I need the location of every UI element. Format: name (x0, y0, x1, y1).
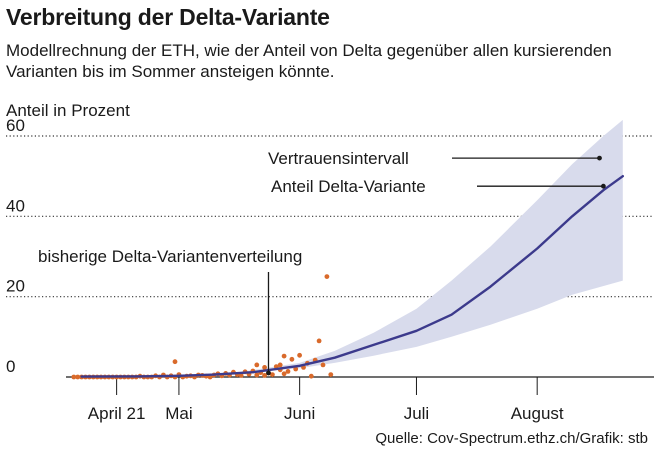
source-note: Quelle: Cov-Spectrum.ethz.ch/Grafik: stb (375, 430, 648, 447)
scatter-point (328, 372, 334, 377)
scatter-point (285, 369, 291, 374)
scatter-point (75, 374, 81, 380)
y-axis-label: Anteil in Prozent (6, 101, 130, 120)
annotation-label-delta-share: Anteil Delta-Variante (271, 177, 426, 196)
annotation-dot-observed (266, 370, 271, 376)
scatter-points (71, 274, 334, 380)
scatter-point (254, 362, 260, 368)
tick-labels: 0 20 40 60 April 21 Mai Juni Juli August (6, 116, 564, 423)
scatter-point (281, 353, 287, 359)
scatter-point (320, 362, 326, 368)
scatter-point (262, 373, 267, 378)
scatter-point (293, 366, 299, 372)
scatter-point (262, 365, 267, 370)
scatter-point (270, 372, 275, 377)
x-tick-label: Mai (165, 404, 192, 423)
annotation-label-observed: bisherige Delta-Variantenverteilung (38, 247, 302, 266)
scatter-point (324, 274, 330, 279)
x-tick-label: Juni (284, 404, 315, 423)
delta-share-line (80, 174, 624, 378)
x-tick-label: Juli (404, 404, 430, 423)
x-tick-label: April 21 (88, 404, 146, 423)
scatter-point (297, 352, 302, 358)
annotation-dot-confidence (597, 155, 602, 161)
delta-line (80, 174, 624, 378)
scatter-point (172, 359, 178, 365)
annotation-dot-delta-share (600, 183, 606, 189)
confidence-band (233, 119, 623, 374)
scatter-point (254, 372, 260, 378)
chart-subtitle: Modellrechnung der ETH, wie der Anteil v… (6, 41, 612, 81)
y-tick-label-20: 20 (6, 277, 25, 296)
x-tick-label: August (511, 404, 564, 423)
annotation-label-confidence: Vertrauensintervall (268, 149, 409, 168)
confidence-band-area (233, 119, 623, 374)
y-tick-label-40: 40 (6, 196, 25, 215)
scatter-point (238, 373, 244, 378)
scatter-point (316, 338, 322, 344)
y-tick-label-0: 0 (6, 357, 15, 376)
scatter-point (277, 362, 283, 368)
scatter-point (281, 371, 287, 377)
chart-title: Verbreitung der Delta-Variante (6, 4, 330, 30)
scatter-point (71, 374, 77, 380)
annotations: Vertrauensintervall Anteil Delta-Variante… (38, 149, 606, 376)
scatter-point (289, 356, 295, 362)
x-axis (66, 376, 654, 395)
y-tick-label-60: 60 (6, 116, 25, 135)
scatter-point (308, 373, 314, 379)
